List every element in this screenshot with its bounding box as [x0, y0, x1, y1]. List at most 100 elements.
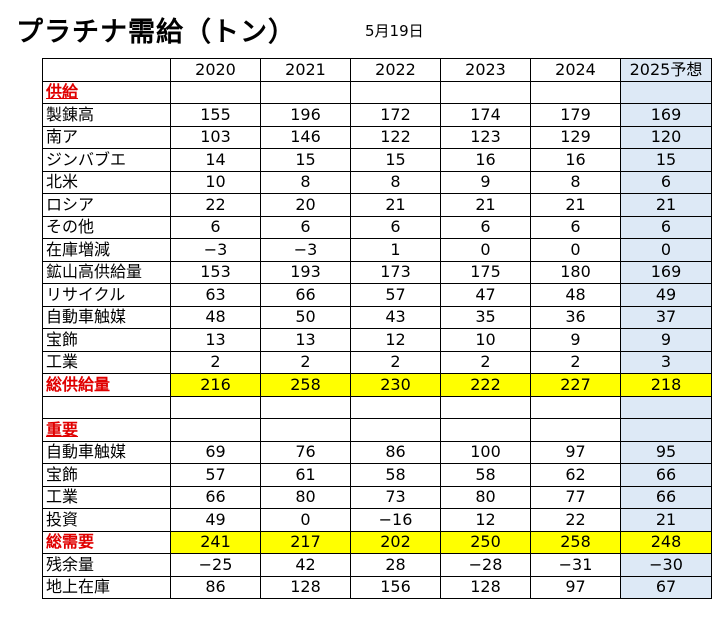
value-cell: 97	[530, 575, 621, 599]
value-cell: 173	[350, 260, 441, 284]
value-cell: 222	[440, 373, 531, 397]
value-cell: 156	[350, 575, 441, 599]
value-cell: 86	[170, 575, 261, 599]
table-row: 製錬高 155 196 172 174 179 169	[42, 103, 712, 127]
row-label: 鉱山高供給量	[42, 260, 171, 284]
value-cell: 6	[440, 215, 531, 239]
value-cell: 80	[440, 485, 531, 509]
value-cell: 21	[440, 193, 531, 217]
value-cell: 20	[260, 193, 351, 217]
value-cell: 9	[530, 328, 621, 352]
value-cell: 1	[350, 238, 441, 262]
table-row: 供給	[42, 80, 712, 104]
value-cell: 86	[350, 440, 441, 464]
value-cell: 0	[260, 508, 351, 532]
value-cell: 218	[620, 373, 712, 397]
table-row: 工業 2 2 2 2 2 3	[42, 350, 712, 374]
row-label: 南ア	[42, 125, 171, 149]
value-cell: 95	[620, 440, 712, 464]
value-cell: 50	[260, 305, 351, 329]
value-cell: 6	[350, 215, 441, 239]
value-cell: 66	[170, 485, 261, 509]
value-cell: 61	[260, 463, 351, 487]
value-cell: 146	[260, 125, 351, 149]
value-cell: 6	[260, 215, 351, 239]
blank-cell	[170, 418, 261, 442]
blank-cell	[620, 418, 712, 442]
value-cell: 193	[260, 260, 351, 284]
value-cell: 250	[440, 530, 531, 554]
row-label: その他	[42, 215, 171, 239]
column-header: 2022	[350, 58, 441, 82]
value-cell: 67	[620, 575, 712, 599]
value-cell: 2	[530, 350, 621, 374]
value-cell: 15	[350, 148, 441, 172]
value-cell: −3	[260, 238, 351, 262]
value-cell: 16	[530, 148, 621, 172]
value-cell: 12	[440, 508, 531, 532]
value-cell: 172	[350, 103, 441, 127]
value-cell: 66	[620, 485, 712, 509]
value-cell: 0	[440, 238, 531, 262]
value-cell: 66	[260, 283, 351, 307]
value-cell: 48	[530, 283, 621, 307]
row-label: ジンバブエ	[42, 148, 171, 172]
value-cell: 49	[170, 508, 261, 532]
blank-cell	[530, 395, 621, 419]
row-label: 自動車触媒	[42, 440, 171, 464]
column-header: 2024	[530, 58, 621, 82]
value-cell: 10	[170, 170, 261, 194]
row-label: リサイクル	[42, 283, 171, 307]
blank-cell	[350, 395, 441, 419]
title: プラチナ需給（トン）	[16, 17, 296, 48]
value-cell: 63	[170, 283, 261, 307]
section-heading: 重要	[42, 418, 171, 442]
value-cell: 129	[530, 125, 621, 149]
value-cell: 100	[440, 440, 531, 464]
value-cell: 66	[620, 463, 712, 487]
table-row: リサイクル 63 66 57 47 48 49	[42, 283, 712, 307]
row-label: 総供給量	[42, 373, 171, 397]
blank-cell	[260, 418, 351, 442]
blank-cell	[620, 80, 712, 104]
table-row: 自動車触媒 48 50 43 35 36 37	[42, 305, 712, 329]
table-row: 鉱山高供給量 153 193 173 175 180 169	[42, 260, 712, 284]
value-cell: 6	[170, 215, 261, 239]
table-row: その他 6 6 6 6 6 6	[42, 215, 712, 239]
value-cell: 128	[260, 575, 351, 599]
value-cell: 120	[620, 125, 712, 149]
value-cell: 37	[620, 305, 712, 329]
blank-cell	[260, 395, 351, 419]
value-cell: 58	[350, 463, 441, 487]
table-row: 自動車触媒 69 76 86 100 97 95	[42, 440, 712, 464]
value-cell: 57	[350, 283, 441, 307]
value-cell: 13	[260, 328, 351, 352]
value-cell: 175	[440, 260, 531, 284]
table-row: 北米 10 8 8 9 8 6	[42, 170, 712, 194]
value-cell: 58	[440, 463, 531, 487]
value-cell: 57	[170, 463, 261, 487]
value-cell: 169	[620, 103, 712, 127]
value-cell: 155	[170, 103, 261, 127]
value-cell: 21	[350, 193, 441, 217]
value-cell: 76	[260, 440, 351, 464]
row-label: 工業	[42, 485, 171, 509]
value-cell: 15	[620, 148, 712, 172]
value-cell: 21	[530, 193, 621, 217]
supply-demand-table: 2020 2021 2022 2023 2024 2025予想 供給 製錬高 155 196 172…	[42, 58, 712, 599]
blank-cell	[530, 418, 621, 442]
table-row: 工業 66 80 73 80 77 66	[42, 485, 712, 509]
row-label: 宝飾	[42, 328, 171, 352]
table-row: 南ア 103 146 122 123 129 120	[42, 125, 712, 149]
value-cell: 2	[350, 350, 441, 374]
value-cell: 47	[440, 283, 531, 307]
value-cell: −28	[440, 553, 531, 577]
table-row: 投資 49 0 −16 12 22 21	[42, 508, 712, 532]
value-cell: 196	[260, 103, 351, 127]
blank-cell	[440, 395, 531, 419]
value-cell: 97	[530, 440, 621, 464]
table-row: 総供給量 216 258 230 222 227 218	[42, 373, 712, 397]
value-cell: 122	[350, 125, 441, 149]
blank-cell	[170, 80, 261, 104]
